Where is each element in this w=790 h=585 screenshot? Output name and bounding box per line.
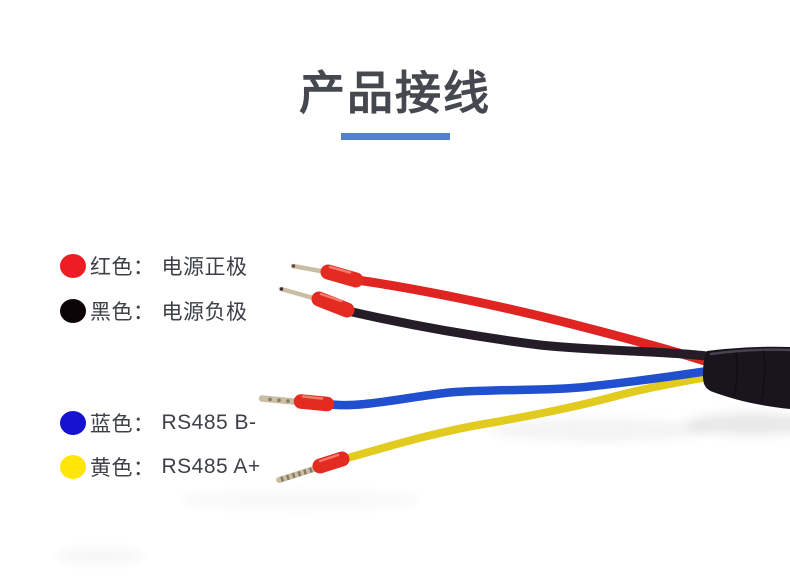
yellow-wire-pin-serration <box>280 466 317 482</box>
blue-wire-assembly <box>258 366 713 412</box>
yellow-wire-pin <box>276 465 320 483</box>
black-wire-assembly <box>278 286 711 361</box>
black-wire-pin <box>278 286 320 302</box>
legend-item-black: 黑色： 电源负极 <box>60 296 248 326</box>
cable-sheath-body <box>703 346 790 409</box>
white-wire <box>542 371 712 416</box>
title-underline <box>341 133 450 140</box>
black-dot-icon <box>60 299 86 323</box>
blue-wire-ferrule <box>293 394 335 412</box>
legend-value-red: 电源正极 <box>161 256 248 279</box>
legend-label-blue: 蓝色： <box>90 413 155 436</box>
cable-sheath-highlight <box>709 348 790 356</box>
red-wire-pin <box>290 263 329 275</box>
red-wire-pin-tip <box>291 264 296 268</box>
legend-value-black: 电源负极 <box>161 301 248 324</box>
blue-wire-pin <box>258 395 303 406</box>
cable-sheath-wrinkle <box>733 351 739 397</box>
red-wire-ferrule <box>320 264 364 288</box>
blue-dot-icon <box>60 411 86 435</box>
red-wire-assembly <box>290 263 713 367</box>
legend-item-yellow: 黄色： RS485 A+ <box>60 452 261 482</box>
blue-wire <box>323 366 713 410</box>
red-wire <box>352 275 713 367</box>
legend-value-blue: RS485 B- <box>161 411 257 434</box>
red-wire-ferrule-highlight <box>328 265 352 274</box>
legend-item-red: 红色： 电源正极 <box>60 251 248 281</box>
black-wire-pin-tip <box>279 287 284 291</box>
legend-label-black: 黑色： <box>90 301 155 324</box>
cable-sheath-wrinkle <box>760 349 766 404</box>
black-wire <box>343 306 711 361</box>
blue-wire-pin-serration <box>268 397 290 403</box>
yellow-wire-assembly <box>276 373 712 483</box>
legend-label-red: 红色： <box>90 256 155 279</box>
yellow-wire-ferrule-highlight <box>318 453 340 463</box>
legend-label-yellow: 黄色： <box>90 457 155 480</box>
yellow-dot-icon <box>60 455 86 479</box>
black-wire-ferrule-highlight <box>319 292 343 303</box>
cable-sheath <box>703 346 790 409</box>
legend-item-blue: 蓝色： RS485 B- <box>60 408 257 438</box>
page-title: 产品接线 <box>299 67 491 119</box>
legend-value-yellow: RS485 A+ <box>161 455 261 478</box>
red-dot-icon <box>60 254 86 278</box>
black-wire-ferrule <box>311 291 355 318</box>
yellow-wire <box>340 373 712 463</box>
yellow-wire-ferrule <box>312 451 350 474</box>
blue-wire-ferrule-highlight <box>301 395 324 400</box>
